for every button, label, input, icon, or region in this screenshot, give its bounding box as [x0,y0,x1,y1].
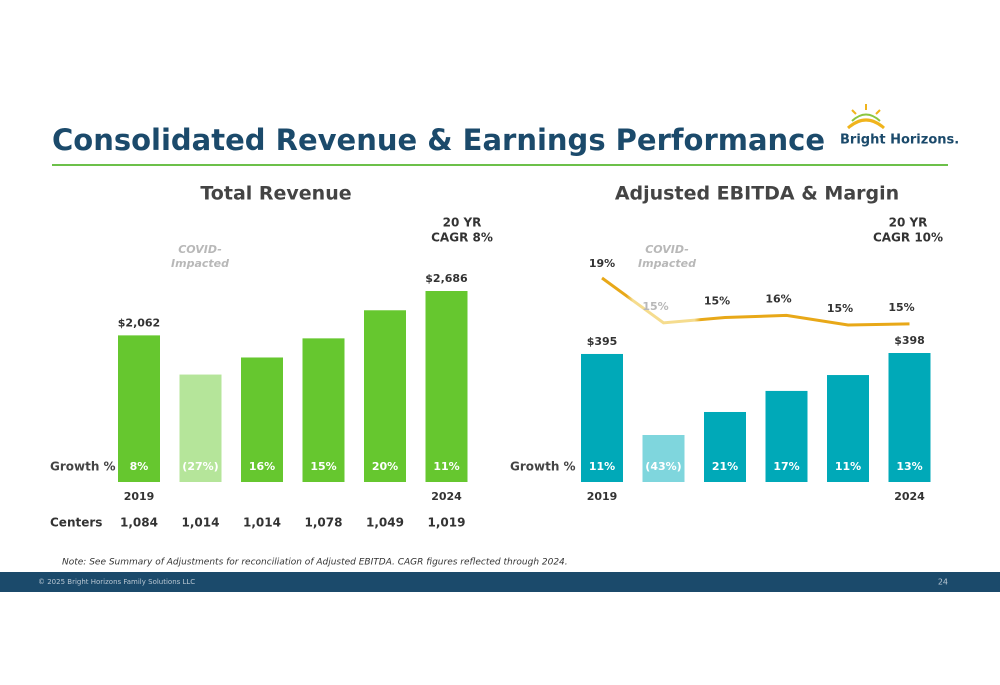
x-tick-label: 2024 [431,490,462,503]
centers-label: Centers [50,516,102,530]
bar [241,357,283,482]
bar [765,390,808,482]
margin-label: 15% [642,300,668,313]
bar [425,291,468,482]
growth-value: 11% [835,460,861,473]
margin-label: 16% [765,292,791,305]
x-tick-label: 2019 [124,490,155,503]
margin-line [601,276,910,327]
footer-bar [0,572,1000,592]
bar [827,375,869,482]
bar [364,310,406,482]
copyright: © 2025 Bright Horizons Family Solutions … [38,578,195,586]
growth-label: Growth % [50,460,116,474]
bar-value-label: $2,062 [118,316,160,329]
bar-value-label: $395 [587,335,618,348]
growth-label: Growth % [510,460,576,474]
margin-label: 19% [589,257,615,270]
covid-note: Impacted [638,257,696,270]
growth-value: 21% [712,460,738,473]
cagr-note: 20 YR [443,216,482,230]
centers-value: 1,014 [243,516,281,530]
centers-value: 1,014 [182,516,220,530]
x-tick-label: 2019 [587,490,618,503]
bar [888,353,931,482]
centers-value: 1,049 [366,516,404,530]
margin-label: 15% [827,302,853,315]
centers-value: 1,084 [120,516,158,530]
logo-text: Bright Horizons. [840,133,959,148]
growth-value: 11% [433,460,459,473]
growth-value: 17% [773,460,799,473]
covid-note: Impacted [171,257,229,270]
bar-value-label: $2,686 [425,272,468,285]
growth-value: 8% [130,460,149,473]
covid-note: COVID- [645,243,689,256]
bar [118,335,160,482]
chart-title: Total Revenue [200,183,351,205]
logo: Bright Horizons. [840,104,959,148]
cagr-note: CAGR 10% [873,231,943,245]
centers-value: 1,019 [428,516,466,530]
margin-label: 15% [888,301,914,314]
growth-value: 16% [249,460,275,473]
bar [581,353,623,482]
note: Note: See Summary of Adjustments for rec… [62,558,568,568]
x-tick-label: 2024 [894,490,925,503]
growth-value: 13% [896,460,922,473]
bar [302,338,345,482]
margin-label: 15% [704,295,730,308]
cagr-note: CAGR 8% [431,231,493,245]
bar [179,374,222,482]
chart-title: Adjusted EBITDA & Margin [615,183,899,205]
growth-value: 15% [310,460,336,473]
growth-value: 11% [589,460,615,473]
page-number: 24 [938,578,948,587]
slide-title: Consolidated Revenue & Earnings Performa… [52,123,825,157]
centers-value: 1,078 [305,516,343,530]
cagr-note: 20 YR [889,216,928,230]
growth-value: 20% [372,460,398,473]
growth-value: (27%) [182,460,218,473]
covid-note: COVID- [178,243,222,256]
bar-value-label: $398 [894,334,925,347]
bar [704,411,746,482]
growth-value: (43%) [645,460,681,473]
bar [642,435,685,482]
